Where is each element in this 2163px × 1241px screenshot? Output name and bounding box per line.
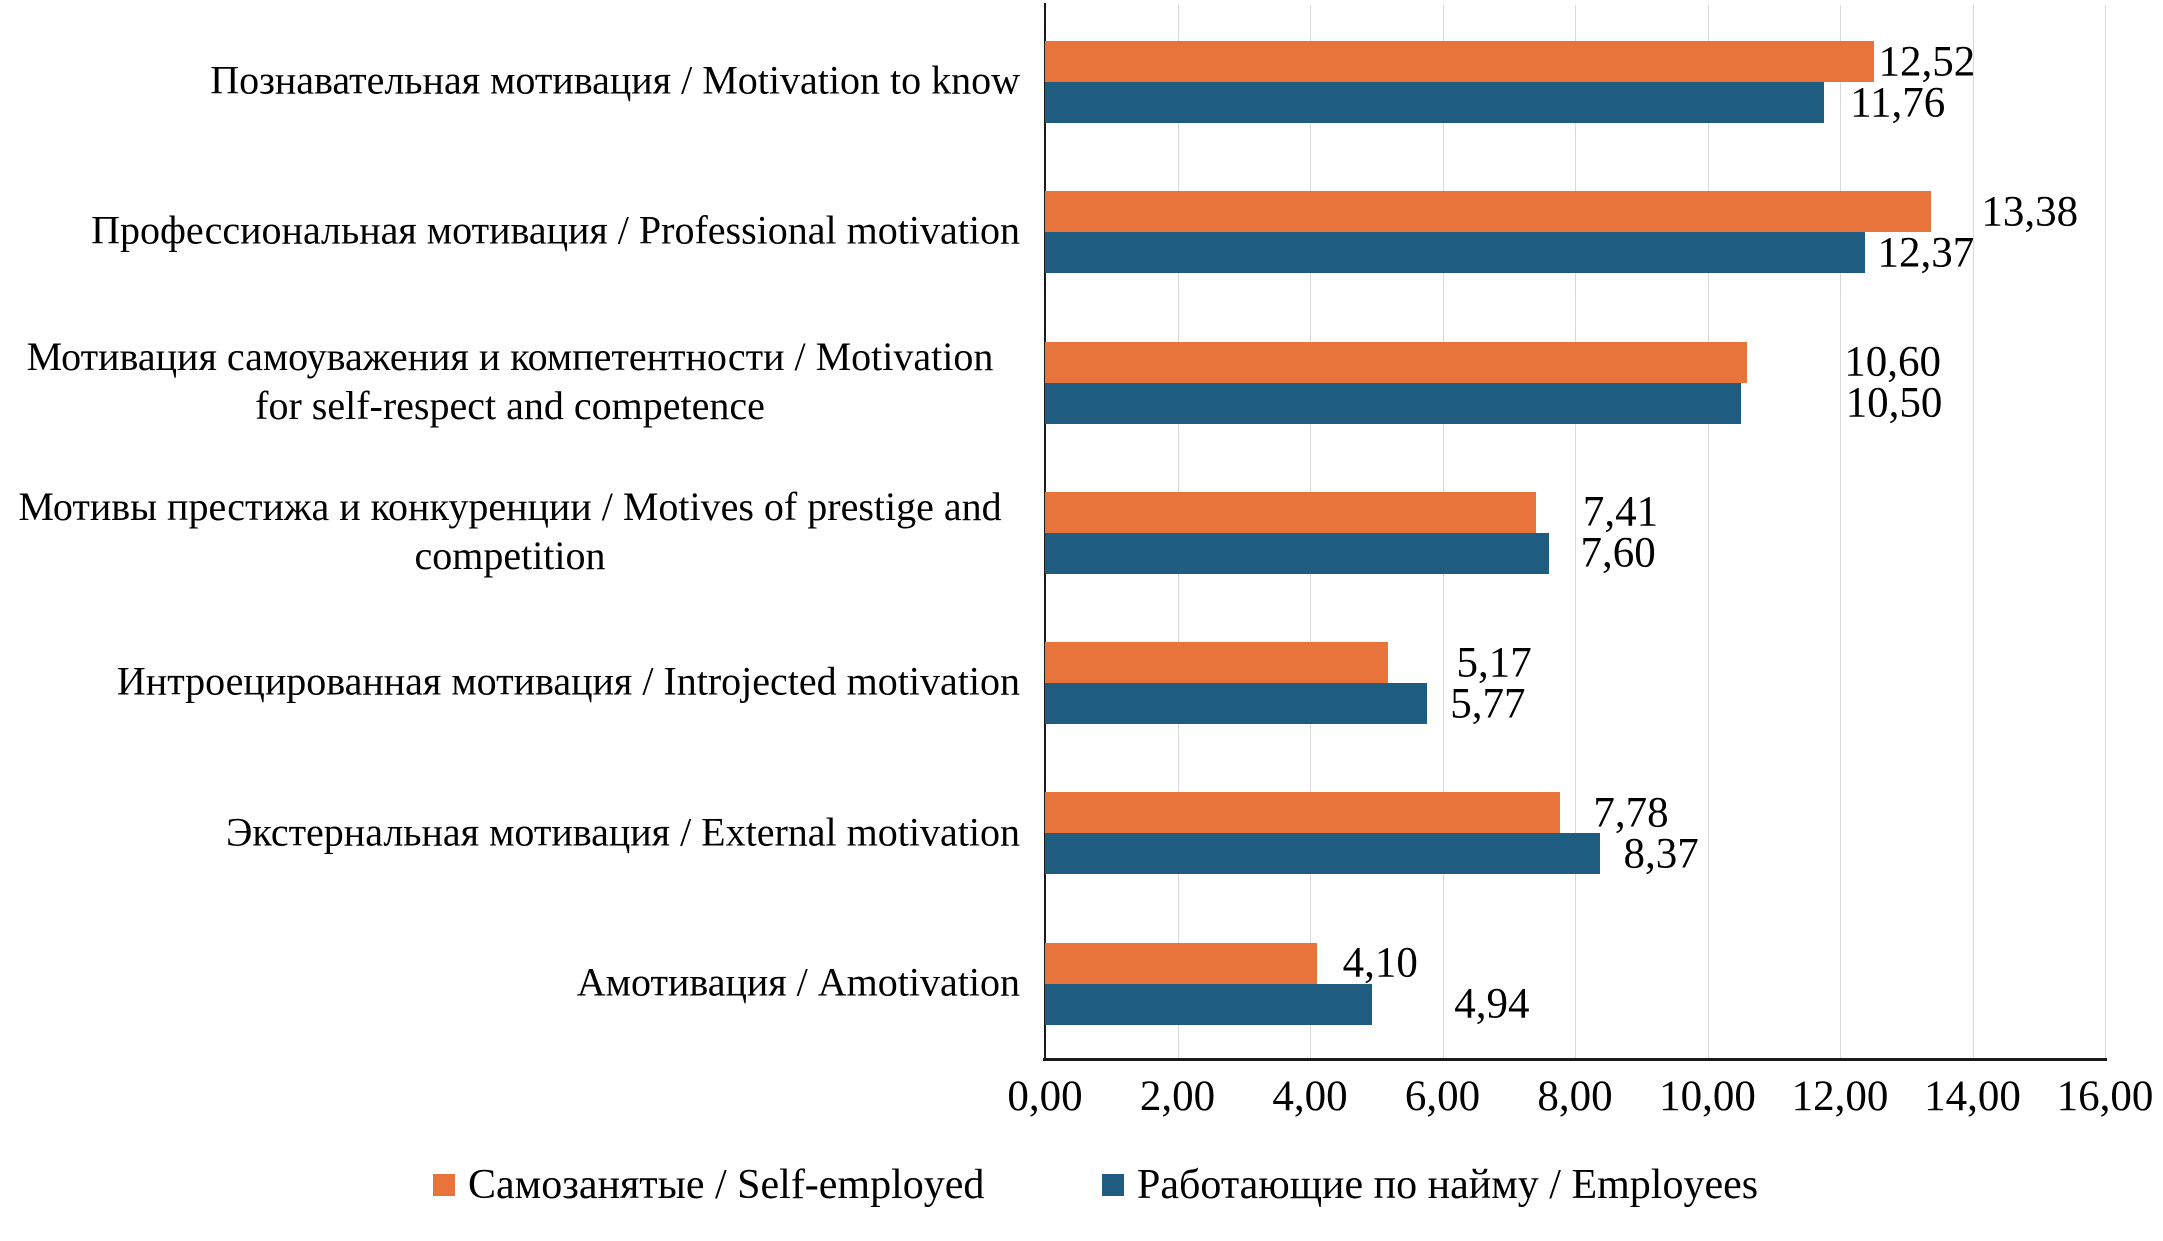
bar-series1-cat6 [1045, 792, 1561, 834]
legend-item-series1: Самозанятые / Self-employed [433, 1160, 984, 1210]
x-axis-line [1043, 1058, 2107, 1061]
bar-series1-cat4 [1045, 491, 1536, 533]
x-axis-tick-label: 10,00 [1659, 1073, 1756, 1120]
bar-series2-cat2 [1045, 232, 1865, 274]
bar-series2-cat4 [1045, 532, 1549, 574]
value-label: 7,60 [1580, 529, 1656, 577]
value-label: 5,17 [1456, 639, 1532, 687]
x-axis-tick-label: 0,00 [1007, 1073, 1083, 1120]
value-label: 11,76 [1850, 79, 1946, 126]
gridline [2105, 5, 2106, 1058]
value-label: 12,37 [1877, 229, 1975, 277]
bar-series1-cat1 [1045, 41, 1875, 82]
bar-series2-cat3 [1045, 382, 1741, 424]
bar-series2-cat6 [1045, 833, 1600, 875]
gridline [1972, 5, 1974, 1058]
category-label: Амотивация / Amotivation [576, 959, 1020, 1005]
x-axis-tick-label: 6,00 [1404, 1073, 1481, 1120]
bar-series2-cat7 [1045, 983, 1373, 1025]
legend-swatch-icon [1102, 1174, 1124, 1196]
category-label: Мотивация самоуважения и компетентности … [26, 333, 994, 428]
category-label: Познавательная мотивация / Motivation to… [210, 57, 1020, 103]
value-label: 12,52 [1878, 38, 1976, 85]
x-axis-tick-label: 12,00 [1791, 1073, 1889, 1120]
category-label: Профессиональная мотивация / Professiona… [91, 208, 1020, 254]
value-label: 10,60 [1844, 338, 1941, 386]
legend-item-series2: Работающие по найму / Employees [1102, 1160, 1758, 1210]
category-label: Мотивы престижа и конкуренции / Motives … [18, 484, 1002, 578]
x-axis-tick-label: 4,00 [1272, 1073, 1348, 1120]
bar-series1-cat2 [1045, 191, 1932, 233]
category-label: Интроецированная мотивация / Introjected… [116, 658, 1020, 704]
bar-series2-cat1 [1045, 82, 1825, 123]
category-label: Экстернальная мотивация / External motiv… [225, 809, 1020, 855]
value-label: 4,94 [1454, 980, 1530, 1028]
value-label: 10,50 [1845, 379, 1943, 427]
x-axis-tick-label: 14,00 [1924, 1073, 2021, 1120]
gridline [1840, 5, 1841, 1058]
value-label: 7,41 [1582, 488, 1659, 536]
x-axis-tick-label: 8,00 [1537, 1073, 1613, 1120]
bar-series1-cat3 [1045, 341, 1748, 383]
value-label: 5,77 [1450, 680, 1526, 728]
x-axis-tick-label: 2,00 [1139, 1073, 1216, 1120]
bar-series1-cat7 [1045, 942, 1317, 984]
value-label: 8,37 [1623, 830, 1699, 878]
legend-label: Работающие по найму / Employees [1137, 1162, 1759, 1208]
value-label: 7,78 [1593, 789, 1669, 837]
bar-series2-cat5 [1045, 683, 1428, 725]
gridline [1575, 5, 1576, 1058]
bar-series1-cat5 [1045, 642, 1388, 684]
legend-label: Самозанятые / Self-employed [468, 1162, 985, 1208]
legend-swatch-icon [433, 1174, 455, 1196]
value-label: 4,10 [1342, 939, 1418, 987]
gridline [1707, 5, 1709, 1058]
x-axis-tick-label: 16,00 [2056, 1073, 2154, 1120]
value-label: 13,38 [1981, 188, 2079, 236]
